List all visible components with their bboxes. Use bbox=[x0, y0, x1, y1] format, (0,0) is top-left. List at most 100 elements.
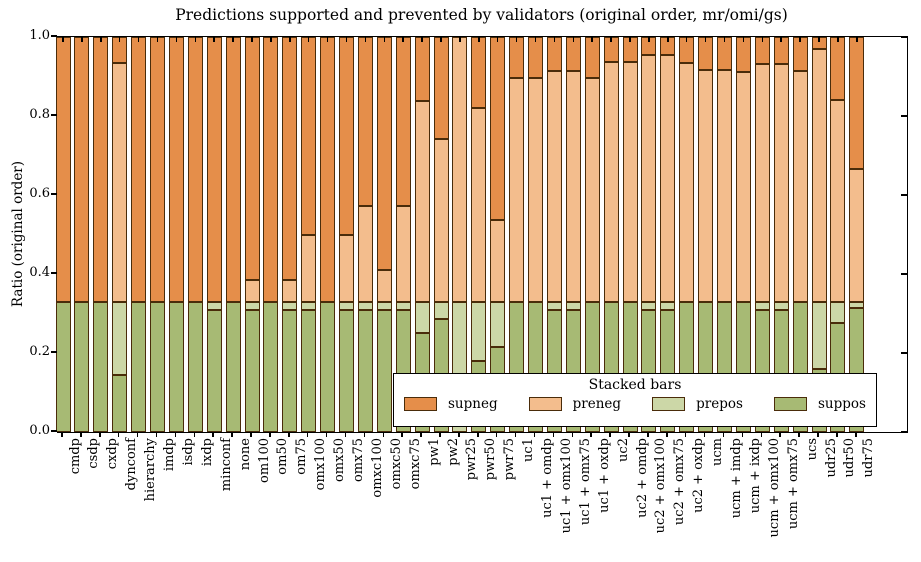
x-tick-label: dynconf bbox=[124, 438, 140, 491]
x-tick-label: hierarchy bbox=[143, 438, 159, 502]
bar-segment-preneg bbox=[603, 62, 619, 302]
x-axis-tick bbox=[609, 432, 611, 437]
x-axis-tick bbox=[761, 37, 764, 42]
x-axis-tick bbox=[213, 37, 215, 42]
x-axis-tick bbox=[534, 37, 537, 42]
y-tick-label: 1.0 bbox=[29, 28, 50, 43]
x-tick-label: omx50 bbox=[332, 438, 348, 483]
bar-segment-prepos bbox=[112, 301, 128, 375]
bar-segment-preneg bbox=[528, 78, 543, 302]
x-axis-tick bbox=[514, 432, 517, 437]
bar-segment-prepos bbox=[830, 301, 846, 324]
bar-segment-prepos bbox=[282, 301, 298, 310]
bar-segment-supneg bbox=[282, 37, 298, 280]
bar-segment-supneg bbox=[263, 37, 279, 302]
x-axis-tick bbox=[288, 432, 290, 437]
x-axis-tick bbox=[666, 432, 668, 437]
x-tick-label: none bbox=[237, 438, 253, 471]
bar-segment-supneg bbox=[830, 37, 846, 101]
x-axis-tick bbox=[647, 432, 649, 437]
x-tick-label: ixdp bbox=[199, 438, 215, 467]
bar-segment-preneg bbox=[282, 279, 298, 302]
x-tick-label: ucm + ixdp bbox=[747, 438, 763, 514]
bar-segment-prepos bbox=[395, 301, 411, 310]
x-axis-tick bbox=[100, 37, 102, 42]
x-tick-label: imdp bbox=[162, 438, 177, 472]
x-axis-tick bbox=[270, 37, 272, 42]
x-axis-tick bbox=[269, 432, 271, 437]
x-tick-label: uc1 + omx100 bbox=[558, 438, 574, 534]
y-axis-label: Ratio (original order) bbox=[10, 160, 26, 308]
x-axis-tick bbox=[155, 432, 158, 437]
x-axis-tick bbox=[685, 37, 688, 42]
x-axis-tick bbox=[817, 432, 819, 437]
bar-segment-prepos bbox=[660, 301, 676, 310]
chart-title: Predictions supported and prevented by v… bbox=[175, 6, 788, 24]
prepos-swatch bbox=[652, 397, 686, 411]
bar-segment-suppos bbox=[339, 309, 354, 432]
x-tick-label: ucm + omx75 bbox=[785, 438, 801, 530]
bar-segment-supneg bbox=[339, 37, 354, 235]
bar-segment-supneg bbox=[131, 37, 147, 302]
bar-segment-preneg bbox=[414, 100, 430, 302]
x-tick-label: omx75 bbox=[351, 438, 366, 483]
x-tick-label: pwr25 bbox=[464, 438, 480, 481]
bar-segment-supneg bbox=[849, 37, 865, 169]
x-axis-tick bbox=[402, 37, 404, 42]
legend-label: supneg bbox=[448, 396, 498, 412]
x-axis-tick bbox=[383, 37, 386, 42]
x-axis-tick bbox=[459, 37, 461, 42]
bar-segment-preneg bbox=[849, 168, 865, 302]
y-axis-tick bbox=[51, 35, 57, 37]
bar-segment-supneg bbox=[93, 37, 109, 302]
bar-segment-supneg bbox=[490, 37, 506, 221]
x-axis-tick bbox=[420, 432, 422, 437]
x-axis-tick bbox=[496, 37, 499, 42]
bar-segment-suppos bbox=[263, 301, 279, 432]
bar-segment-preneg bbox=[754, 63, 770, 302]
x-tick-label: minconf bbox=[218, 438, 234, 492]
x-axis-tick bbox=[62, 37, 64, 42]
x-axis-tick bbox=[99, 432, 101, 437]
x-axis-tick bbox=[648, 37, 650, 42]
bar-segment-supneg bbox=[433, 37, 449, 139]
bar-segment-prepos bbox=[811, 301, 827, 369]
bar-segment-supneg bbox=[320, 37, 336, 302]
bar-segment-preneg bbox=[471, 108, 487, 302]
x-axis-tick bbox=[251, 37, 253, 42]
bar-segment-preneg bbox=[811, 48, 827, 302]
x-tick-label: udr75 bbox=[861, 438, 877, 478]
x-axis-tick bbox=[289, 37, 291, 42]
bar-segment-preneg bbox=[395, 205, 411, 302]
legend-item: prepos bbox=[652, 396, 743, 412]
bar-segment-preneg bbox=[565, 70, 581, 302]
x-tick-label: pwr75 bbox=[502, 438, 518, 481]
bar-segment-preneg bbox=[357, 205, 373, 302]
x-axis-tick bbox=[363, 432, 366, 437]
x-tick-label: omx100 bbox=[313, 438, 329, 491]
x-tick-label: uc2 + omx75 bbox=[672, 438, 688, 526]
bar-segment-supneg bbox=[414, 37, 430, 101]
bar-segment-prepos bbox=[433, 301, 449, 319]
x-axis-tick bbox=[552, 432, 555, 437]
bar-segment-supneg bbox=[546, 37, 562, 71]
x-tick-label: uc2 + omx100 bbox=[653, 438, 669, 534]
bar-segment-supneg bbox=[471, 37, 487, 109]
bar-segment-supneg bbox=[74, 37, 90, 302]
bar-segment-suppos bbox=[357, 309, 373, 432]
x-axis-tick bbox=[345, 37, 348, 42]
bar-segment-suppos bbox=[112, 374, 128, 432]
bar-segment-supneg bbox=[509, 37, 525, 79]
bar-segment-prepos bbox=[206, 301, 222, 310]
y-tick-label: 0.6 bbox=[29, 186, 50, 201]
bar-segment-preneg bbox=[244, 279, 260, 302]
y-axis-tick bbox=[901, 36, 907, 38]
x-tick-label: csdp bbox=[86, 438, 102, 469]
legend-item: preneg bbox=[528, 396, 621, 412]
bar-segment-suppos bbox=[244, 309, 260, 432]
x-axis-tick bbox=[344, 432, 347, 437]
y-tick-label: 0.0 bbox=[29, 423, 50, 438]
x-axis-tick bbox=[590, 432, 592, 437]
bar-segment-preneg bbox=[717, 70, 732, 302]
bar-segment-suppos bbox=[74, 301, 90, 432]
